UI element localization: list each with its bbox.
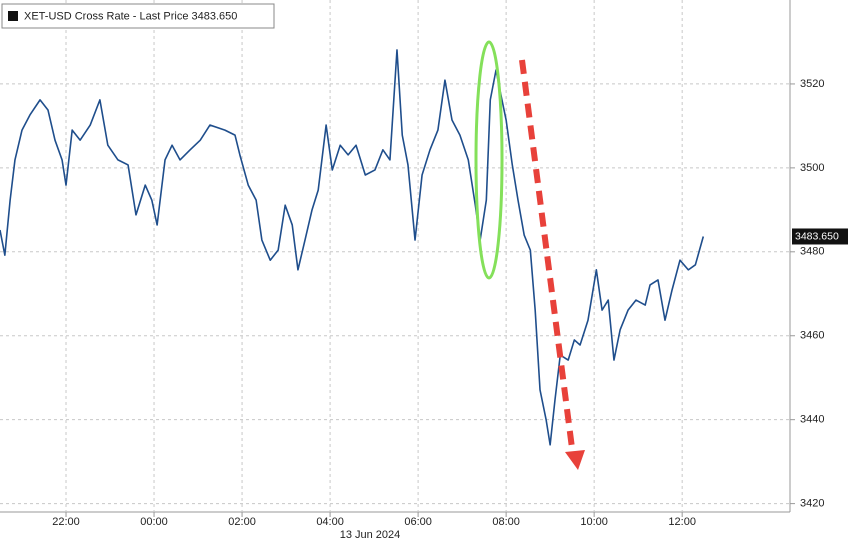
- price-line: [0, 49, 705, 446]
- legend: XET-USD Cross Rate - Last Price 3483.650: [1, 3, 275, 29]
- x-tick-label: 22:00: [52, 516, 80, 528]
- x-tick-label: 02:00: [228, 516, 256, 528]
- date-label: 13 Jun 2024: [340, 529, 401, 541]
- y-tick-label: 3480: [800, 246, 824, 258]
- x-tick-label: 04:00: [316, 516, 344, 528]
- y-tick-label: 3460: [800, 330, 824, 342]
- legend-swatch: [8, 11, 18, 21]
- legend-box: [1, 3, 275, 29]
- x-tick-label: 10:00: [580, 516, 608, 528]
- plot-area: [0, 0, 790, 512]
- last-price-label: 3483.650: [795, 230, 839, 242]
- x-tick-label: 08:00: [492, 516, 520, 528]
- legend-label: XET-USD Cross Rate - Last Price 3483.650: [24, 10, 237, 22]
- y-tick-label: 3500: [800, 162, 824, 174]
- last-price-tag: [792, 228, 848, 245]
- arrow-head: [565, 450, 585, 470]
- highlight-ellipse: [474, 40, 504, 280]
- y-tick-label: 3420: [800, 498, 824, 510]
- y-tick-label: 3520: [800, 78, 824, 90]
- x-tick-label: 00:00: [140, 516, 168, 528]
- y-tick-label: 3440: [800, 414, 824, 426]
- x-tick-label: 12:00: [668, 516, 696, 528]
- arrow-shaft: [519, 59, 575, 449]
- x-tick-label: 06:00: [404, 516, 432, 528]
